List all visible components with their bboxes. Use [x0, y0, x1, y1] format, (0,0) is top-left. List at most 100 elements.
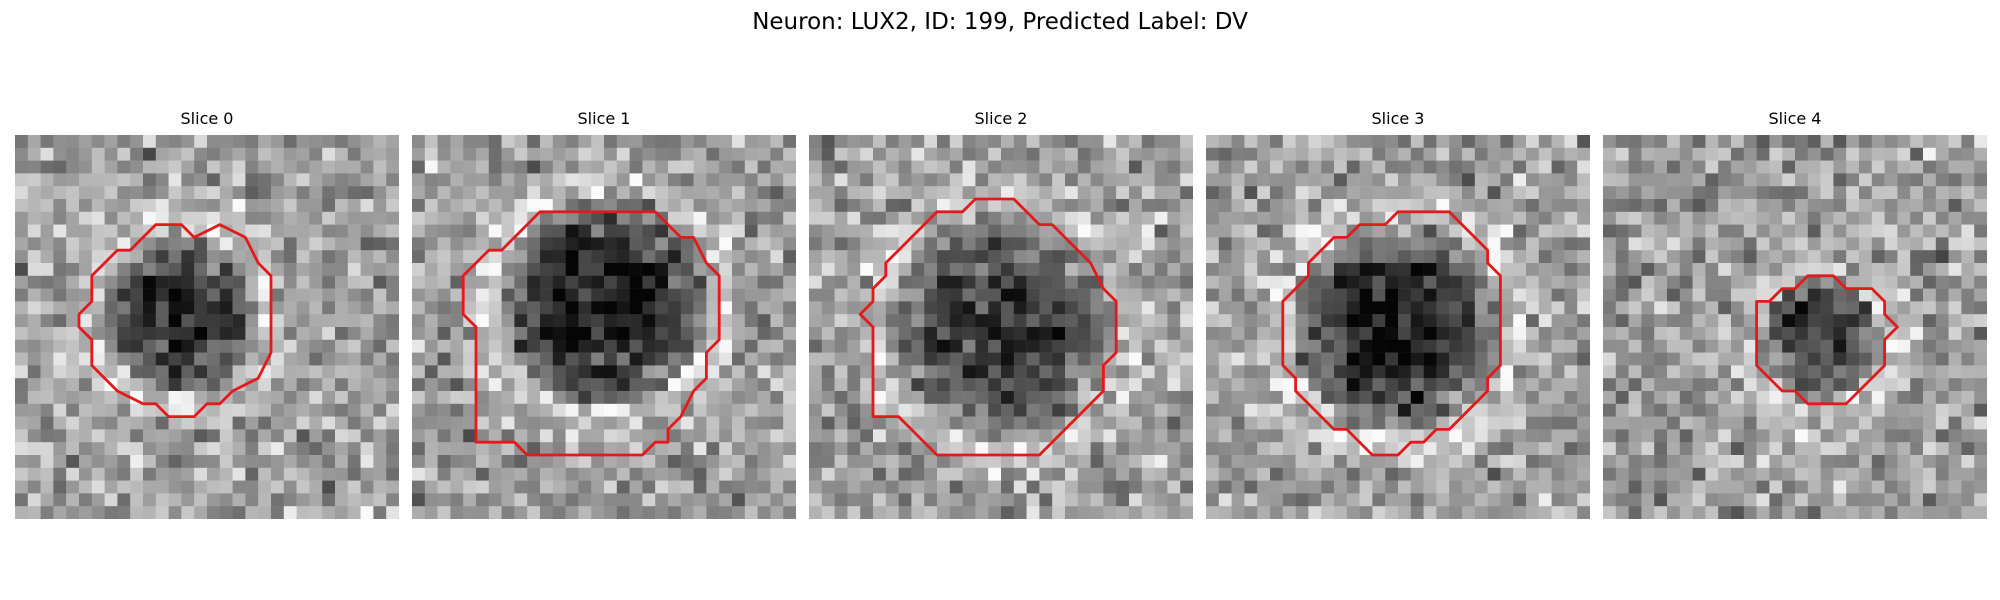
pixel: [1282, 224, 1296, 238]
pixel: [66, 314, 80, 328]
pixel: [1462, 467, 1476, 481]
pixel: [1410, 403, 1424, 417]
pixel: [744, 493, 758, 507]
pixel: [91, 211, 105, 225]
pixel: [1756, 480, 1770, 494]
pixel: [1449, 352, 1463, 366]
pixel: [207, 506, 221, 519]
pixel: [1270, 339, 1284, 353]
pixel: [373, 455, 387, 469]
pixel: [578, 365, 592, 379]
pixel: [962, 237, 976, 251]
pixel: [1180, 416, 1193, 430]
pixel: [1551, 378, 1565, 392]
pixel: [258, 403, 272, 417]
pixel: [1859, 211, 1873, 225]
pixel: [271, 237, 285, 251]
pixel: [885, 378, 899, 392]
pixel: [1731, 263, 1745, 277]
pixel: [1641, 365, 1655, 379]
pixel: [1129, 314, 1143, 328]
pixel: [783, 416, 796, 430]
pixel: [821, 455, 835, 469]
pixel: [40, 455, 54, 469]
pixel: [1410, 288, 1424, 302]
pixel: [1526, 314, 1540, 328]
pixel: [988, 275, 1002, 289]
pixel: [1039, 314, 1053, 328]
pixel: [1961, 506, 1975, 519]
pixel: [1769, 135, 1783, 149]
pixel: [1628, 173, 1642, 187]
pixel: [1513, 173, 1527, 187]
pixel: [924, 275, 938, 289]
pixel: [181, 250, 195, 264]
pixel: [296, 224, 310, 238]
pixel: [1743, 493, 1757, 507]
pixel: [1705, 391, 1719, 405]
pixel: [1372, 135, 1386, 149]
pixel: [604, 135, 618, 149]
pixel: [591, 250, 605, 264]
pixel: [245, 275, 259, 289]
pixel: [79, 352, 93, 366]
pixel: [1795, 429, 1809, 443]
pixel: [1577, 199, 1590, 213]
pixel: [1103, 455, 1117, 469]
pixel: [412, 173, 426, 187]
pixel: [1180, 339, 1193, 353]
pixel: [719, 493, 733, 507]
pixel: [347, 339, 361, 353]
pixel: [1090, 186, 1104, 200]
pixel: [219, 199, 233, 213]
pixel: [1218, 429, 1232, 443]
pixel: [1615, 493, 1629, 507]
pixel: [1436, 211, 1450, 225]
pixel: [1551, 275, 1565, 289]
pixel: [117, 199, 131, 213]
pixel: [1974, 378, 1987, 392]
pixel: [1308, 263, 1322, 277]
pixel: [1244, 339, 1258, 353]
pixel: [79, 237, 93, 251]
pixel: [1551, 186, 1565, 200]
pixel: [1564, 455, 1578, 469]
pixel: [1884, 275, 1898, 289]
pixel: [655, 301, 669, 315]
pixel: [1308, 135, 1322, 149]
pixel: [565, 211, 579, 225]
pixel: [1961, 391, 1975, 405]
pixel: [1487, 391, 1501, 405]
pixel: [1103, 211, 1117, 225]
pixel: [860, 160, 874, 174]
pixel: [258, 135, 272, 149]
pixel: [1718, 275, 1732, 289]
pixel: [91, 391, 105, 405]
pixel: [1065, 442, 1079, 456]
pixel: [1154, 237, 1168, 251]
pixel: [143, 199, 157, 213]
pixel: [1577, 288, 1590, 302]
pixel: [1039, 327, 1053, 341]
pixel: [937, 442, 951, 456]
pixel: [949, 160, 963, 174]
pixel: [1564, 339, 1578, 353]
pixel: [66, 211, 80, 225]
pixel: [1116, 263, 1130, 277]
pixel: [732, 327, 746, 341]
pixel: [834, 506, 848, 519]
pixel: [706, 480, 720, 494]
pixel: [552, 199, 566, 213]
pixel: [386, 327, 399, 341]
pixel: [1500, 339, 1514, 353]
pixel: [1820, 147, 1834, 161]
pixel: [79, 429, 93, 443]
pixel: [975, 365, 989, 379]
pixel: [1731, 506, 1745, 519]
pixel: [168, 442, 182, 456]
pixel: [91, 352, 105, 366]
pixel: [693, 275, 707, 289]
pixel: [232, 442, 246, 456]
pixel: [1231, 250, 1245, 264]
pixel: [885, 327, 899, 341]
